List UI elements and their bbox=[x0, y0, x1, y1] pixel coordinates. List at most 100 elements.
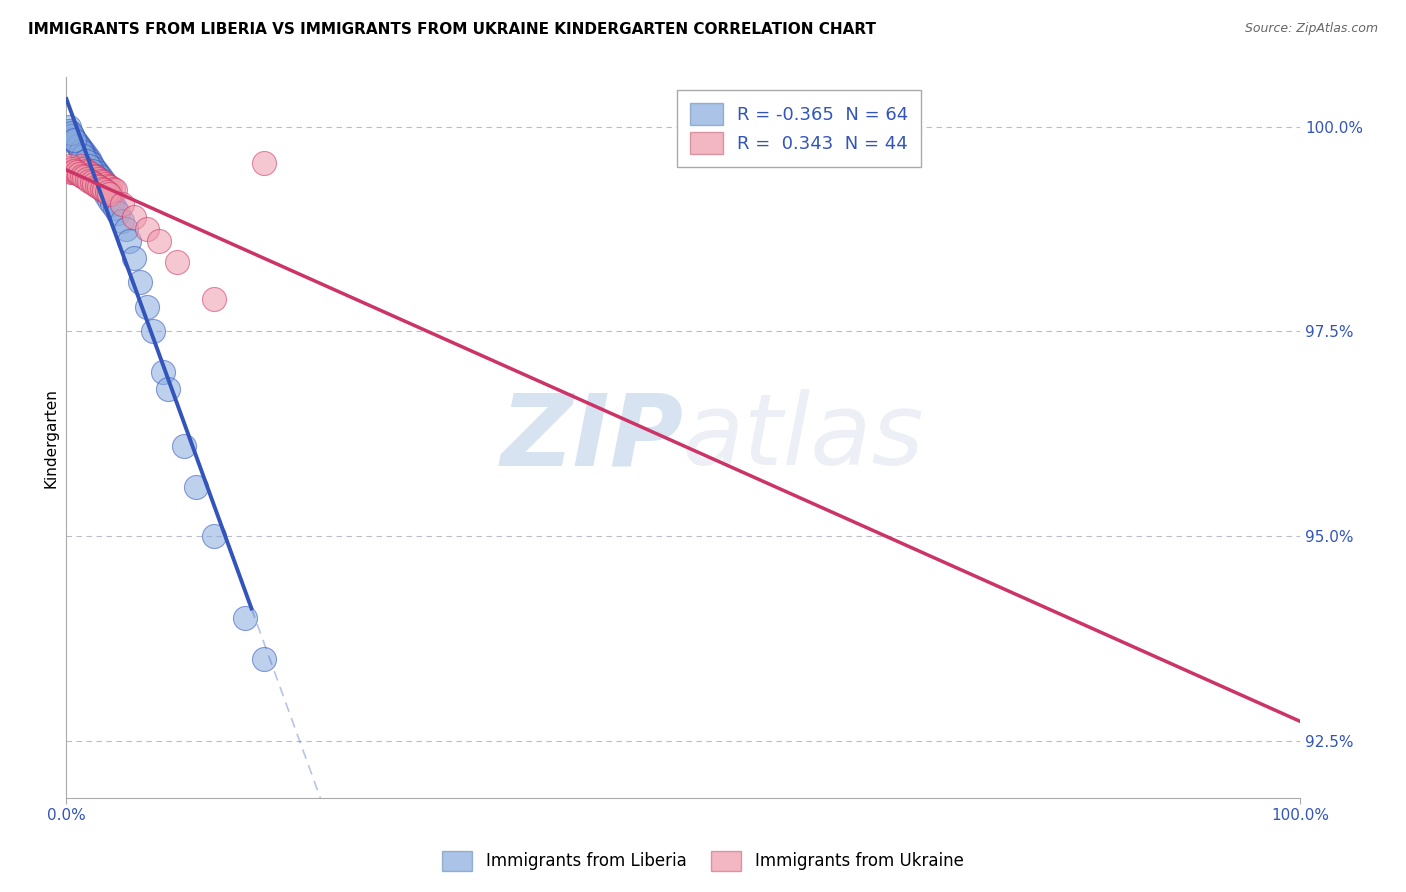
Point bbox=[87, 172, 110, 186]
Point bbox=[89, 169, 111, 183]
Point bbox=[72, 162, 94, 177]
Point bbox=[58, 161, 80, 175]
Point bbox=[62, 132, 84, 146]
Point bbox=[73, 148, 96, 162]
Point bbox=[63, 133, 86, 147]
Point bbox=[156, 382, 179, 396]
Point bbox=[58, 123, 80, 137]
Point bbox=[148, 234, 170, 248]
Point bbox=[94, 177, 117, 191]
Text: Source: ZipAtlas.com: Source: ZipAtlas.com bbox=[1244, 22, 1378, 36]
Point bbox=[80, 175, 103, 189]
Point bbox=[69, 140, 91, 154]
Point bbox=[77, 173, 100, 187]
Point bbox=[101, 182, 124, 196]
Point bbox=[72, 149, 94, 163]
Point bbox=[166, 254, 188, 268]
Point bbox=[77, 165, 100, 179]
Point bbox=[67, 161, 90, 175]
Point bbox=[97, 181, 120, 195]
Point bbox=[70, 169, 93, 183]
Point bbox=[75, 148, 97, 162]
Point bbox=[89, 178, 111, 193]
Point bbox=[91, 173, 114, 187]
Point bbox=[93, 177, 115, 191]
Point bbox=[87, 169, 110, 183]
Point bbox=[204, 529, 226, 543]
Point bbox=[60, 162, 83, 177]
Point bbox=[75, 153, 97, 168]
Point bbox=[104, 202, 127, 216]
Point bbox=[59, 164, 82, 178]
Point bbox=[253, 652, 276, 666]
Point bbox=[86, 173, 108, 187]
Point bbox=[89, 173, 111, 187]
Point bbox=[65, 162, 87, 177]
Point bbox=[63, 163, 86, 178]
Point bbox=[124, 210, 146, 224]
Point bbox=[65, 136, 87, 150]
Point bbox=[90, 173, 112, 187]
Point bbox=[135, 222, 157, 236]
Point bbox=[66, 136, 89, 150]
Point bbox=[58, 159, 80, 173]
Point bbox=[67, 140, 90, 154]
Point bbox=[91, 175, 114, 189]
Point bbox=[67, 167, 90, 181]
Point bbox=[79, 167, 101, 181]
Point bbox=[184, 480, 207, 494]
Point bbox=[76, 172, 98, 186]
Y-axis label: Kindergarten: Kindergarten bbox=[44, 388, 58, 488]
Point bbox=[66, 165, 89, 179]
Point bbox=[69, 159, 91, 173]
Point bbox=[63, 134, 86, 148]
Point bbox=[89, 180, 111, 194]
Point bbox=[59, 126, 82, 140]
Point bbox=[142, 324, 165, 338]
Point bbox=[107, 205, 129, 219]
Point bbox=[58, 120, 80, 134]
Point bbox=[72, 144, 94, 158]
Point bbox=[60, 129, 83, 144]
Point bbox=[173, 439, 195, 453]
Point bbox=[96, 185, 118, 199]
Point bbox=[79, 156, 101, 170]
Point bbox=[62, 164, 84, 178]
Text: ZIP: ZIP bbox=[501, 389, 683, 486]
Point bbox=[96, 181, 118, 195]
Point bbox=[135, 300, 157, 314]
Point bbox=[94, 177, 117, 191]
Point bbox=[60, 128, 83, 142]
Point bbox=[69, 144, 91, 158]
Point bbox=[84, 170, 107, 185]
Point bbox=[86, 178, 108, 193]
Point bbox=[124, 251, 146, 265]
Legend: R = -0.365  N = 64, R =  0.343  N = 44: R = -0.365 N = 64, R = 0.343 N = 44 bbox=[678, 90, 921, 167]
Point bbox=[59, 128, 82, 142]
Text: atlas: atlas bbox=[683, 389, 925, 486]
Point bbox=[83, 169, 105, 183]
Point bbox=[63, 132, 86, 146]
Point bbox=[73, 170, 96, 185]
Point bbox=[90, 182, 112, 196]
Point bbox=[233, 611, 256, 625]
Point bbox=[83, 177, 105, 191]
Point bbox=[253, 156, 276, 170]
Point bbox=[111, 213, 134, 227]
Point bbox=[118, 234, 141, 248]
Point bbox=[86, 164, 108, 178]
Point bbox=[93, 184, 115, 198]
Point bbox=[70, 144, 93, 158]
Point bbox=[98, 185, 121, 199]
Point bbox=[80, 156, 103, 170]
Point bbox=[80, 163, 103, 178]
Point bbox=[111, 197, 134, 211]
Point bbox=[94, 188, 117, 202]
Point bbox=[77, 153, 100, 167]
Point bbox=[83, 161, 105, 175]
Point bbox=[76, 153, 98, 167]
Point bbox=[91, 184, 114, 198]
Point bbox=[66, 139, 89, 153]
Point bbox=[84, 164, 107, 178]
Point bbox=[129, 275, 152, 289]
